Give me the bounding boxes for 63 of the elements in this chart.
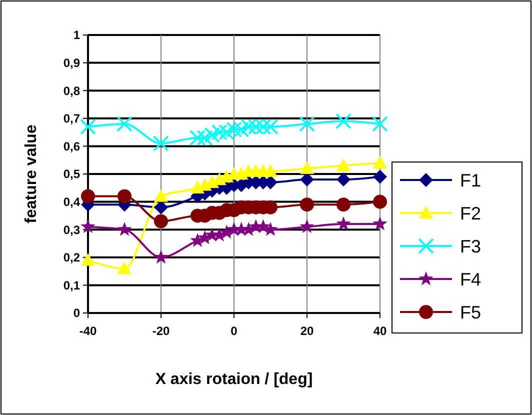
legend-label: F4 [460, 269, 482, 290]
y-tick-label: 0,9 [63, 56, 80, 70]
point [117, 222, 132, 236]
y-tick-label: 0,6 [63, 139, 80, 154]
point [211, 124, 228, 140]
point [190, 130, 206, 146]
point [81, 189, 95, 204]
point [373, 170, 387, 184]
point [300, 172, 314, 187]
point [81, 253, 95, 266]
point [336, 113, 352, 130]
x-tick-label: -40 [79, 324, 97, 338]
point [240, 118, 257, 135]
x-axis-title: X axis rotaion / [deg] [155, 371, 313, 388]
point [80, 118, 96, 135]
point [372, 216, 388, 230]
point [218, 124, 235, 140]
point [204, 127, 220, 144]
legend-label: F1 [460, 170, 482, 190]
point [300, 161, 314, 174]
point [336, 172, 350, 187]
point [118, 262, 132, 274]
legend-label: F3 [460, 236, 482, 256]
legend-label: F2 [460, 203, 482, 224]
point [196, 130, 213, 146]
y-tick-label: 0,7 [63, 112, 80, 126]
point [80, 219, 96, 234]
y-tick-label: 0,2 [63, 250, 80, 265]
point [255, 118, 272, 135]
x-tick-label: 0 [230, 324, 238, 338]
y-tick-label: 0 [73, 306, 80, 320]
point [248, 118, 264, 135]
y-tick-label: 1 [73, 28, 80, 42]
point [118, 189, 132, 204]
point [373, 156, 387, 168]
x-tick-label: 20 [300, 324, 314, 338]
point [264, 164, 278, 177]
y-tick-label: 0,5 [63, 167, 80, 182]
point [154, 189, 168, 202]
point [262, 118, 278, 135]
point [116, 116, 132, 132]
point [153, 135, 169, 152]
point [336, 158, 350, 172]
y-tick-label: 0,4 [63, 195, 80, 209]
point [373, 194, 387, 209]
point [233, 122, 250, 138]
point [336, 198, 350, 212]
point [300, 198, 314, 212]
y-tick-label: 0,8 [63, 84, 80, 98]
legend-label: F5 [460, 302, 482, 322]
point [372, 116, 388, 132]
point [226, 122, 242, 138]
point [300, 219, 314, 234]
point [154, 250, 168, 264]
x-tick-label: 40 [373, 324, 387, 338]
y-tick-label: 0,1 [63, 278, 80, 292]
point [154, 214, 168, 228]
y-tick-label: 0,3 [63, 222, 80, 237]
y-axis-title: feature value [23, 124, 40, 224]
x-tick-label: -20 [152, 324, 170, 338]
point [299, 116, 315, 132]
point [154, 200, 168, 214]
point [336, 216, 351, 230]
